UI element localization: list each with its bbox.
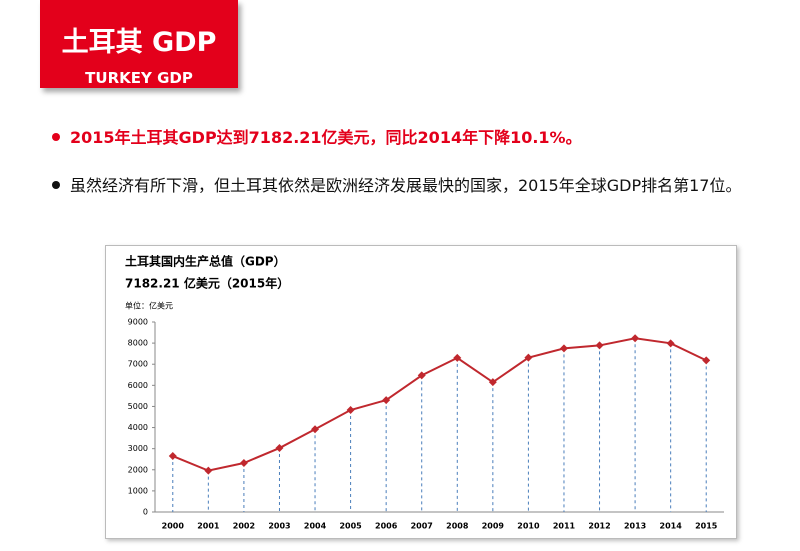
x-tick-label: 2006 xyxy=(375,522,398,531)
x-tick-label: 2014 xyxy=(660,522,683,531)
y-tick-label: 2000 xyxy=(128,465,148,474)
unit-label: 单位：亿美元 xyxy=(125,301,173,311)
chart-subtitle: 7182.21 亿美元（2015年） xyxy=(125,276,289,291)
bullet: 2015年土耳其GDP达到7182.21亿美元，同比2014年下降10.1%。 xyxy=(52,125,752,150)
x-tick-label: 2000 xyxy=(162,522,185,531)
bullet-dot xyxy=(52,180,60,189)
point xyxy=(524,353,533,362)
point xyxy=(666,339,675,348)
x-tick-label: 2011 xyxy=(553,522,576,531)
x-tick-label: 2013 xyxy=(624,522,646,531)
y-tick-label: 4000 xyxy=(128,423,148,432)
point xyxy=(239,459,248,468)
x-tick-label: 2012 xyxy=(588,522,610,531)
point xyxy=(275,444,284,453)
header-title: 土耳其 GDP xyxy=(61,27,217,58)
y-tick-label: 8000 xyxy=(128,339,148,348)
y-tick-label: 6000 xyxy=(128,381,148,390)
point xyxy=(453,353,462,362)
x-tick-label: 2003 xyxy=(268,522,290,531)
chart-title: 土耳其国内生产总值（GDP） xyxy=(125,254,286,269)
bullet-dot xyxy=(52,132,60,141)
x-tick-label: 2007 xyxy=(411,522,433,531)
point xyxy=(204,466,213,475)
line xyxy=(172,337,707,472)
point xyxy=(417,371,426,380)
x-tick-label: 2002 xyxy=(233,522,255,531)
y-tick-label: 5000 xyxy=(128,402,148,411)
point xyxy=(346,406,355,415)
x-tick-label: 2015 xyxy=(695,522,718,531)
y-tick-label: 7000 xyxy=(128,360,148,369)
y-tick-label: 3000 xyxy=(128,444,148,453)
point xyxy=(168,452,177,461)
point xyxy=(311,425,320,434)
x-tick-label: 2008 xyxy=(446,522,469,531)
bullet-text: 2015年土耳其GDP达到7182.21亿美元，同比2014年下降10.1%。 xyxy=(70,128,582,147)
point xyxy=(702,356,711,365)
point xyxy=(631,334,640,343)
x-tick-label: 2001 xyxy=(197,522,220,531)
point xyxy=(559,344,568,353)
chart-frame xyxy=(105,245,737,539)
y-tick-label: 0 xyxy=(143,508,148,517)
x-tick-label: 2005 xyxy=(339,522,362,531)
point xyxy=(595,341,604,350)
bullet: 虽然经济有所下滑，但土耳其依然是欧洲经济发展最快的国家，2015年全球GDP排名… xyxy=(52,173,752,198)
header-subtitle: TURKEY GDP xyxy=(85,69,193,87)
x-tick-label: 2009 xyxy=(482,522,505,531)
y-tick-label: 9000 xyxy=(128,318,148,327)
y-tick-label: 1000 xyxy=(128,486,148,495)
header: 土耳其 GDP TURKEY GDP xyxy=(40,0,238,88)
bullet-text: 虽然经济有所下滑，但土耳其依然是欧洲经济发展最快的国家，2015年全球GDP排名… xyxy=(70,176,742,195)
point xyxy=(488,378,497,387)
x-tick-label: 2004 xyxy=(304,522,327,531)
point xyxy=(382,396,391,405)
x-tick-label: 2010 xyxy=(517,522,540,531)
